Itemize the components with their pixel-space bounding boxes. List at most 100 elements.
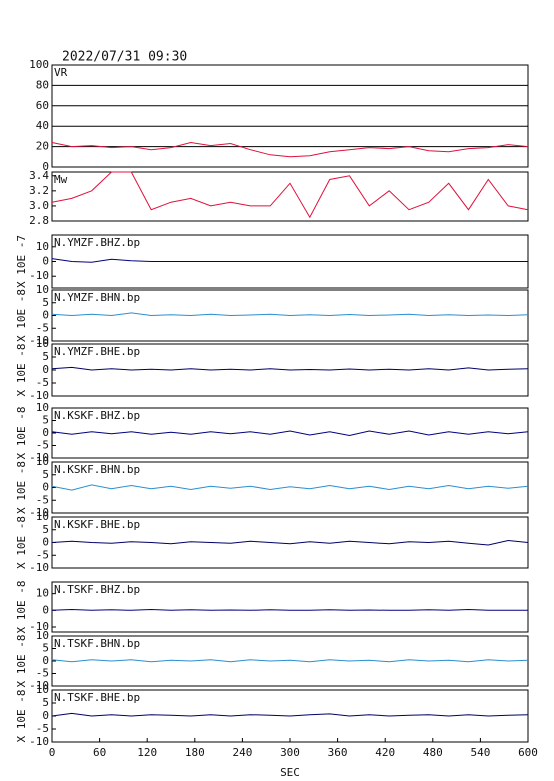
y-tick-label: 5: [42, 350, 49, 363]
y-tick-label: 3.2: [29, 184, 49, 197]
panel-label: Mw: [54, 173, 68, 186]
y-axis-label: X 10E -8: [15, 461, 28, 514]
y-tick-label: 10: [36, 455, 49, 468]
y-tick-label: 0: [42, 709, 49, 722]
y-tick-label: -5: [36, 321, 49, 334]
y-tick-label: -10: [29, 679, 49, 692]
y-tick-label: 10: [36, 283, 49, 296]
y-axis-label: X 10E -7: [15, 235, 28, 288]
y-tick-label: 0: [42, 255, 49, 268]
y-axis-label: X 10E -8: [15, 581, 28, 634]
x-tick-label: 420: [375, 746, 395, 759]
y-axis-label: X 10E -8: [15, 344, 28, 397]
y-tick-label: 5: [42, 414, 49, 427]
panel-label: N.YMZF.BHE.bp: [54, 345, 140, 358]
panel-label: VR: [54, 66, 68, 79]
data-line: [51, 712, 529, 717]
x-tick-label: 60: [93, 746, 106, 759]
x-tick-label: 480: [423, 746, 443, 759]
y-tick-label: 20: [36, 140, 49, 153]
panel-label: N.KSKF.BHZ.bp: [54, 409, 140, 422]
y-tick-label: -5: [36, 722, 49, 735]
panel-frame: [51, 461, 529, 514]
x-tick-label: 540: [470, 746, 490, 759]
panel-label: N.YMZF.BHZ.bp: [54, 236, 140, 249]
panel-frame: [51, 171, 529, 222]
data-line: [51, 608, 528, 611]
x-tick-label: 180: [185, 746, 205, 759]
y-tick-label: -5: [36, 667, 49, 680]
panel-label: N.TSKF.BHZ.bp: [54, 583, 140, 596]
data-line: [51, 366, 529, 371]
y-tick-label: 10: [36, 683, 49, 696]
data-line: [51, 539, 529, 546]
panel-label: N.KSKF.BHE.bp: [54, 518, 140, 531]
data-line: [51, 659, 529, 663]
panel-frame: [51, 64, 529, 168]
x-tick-label: 0: [49, 746, 56, 759]
y-tick-label: 0: [42, 654, 49, 667]
panel-frame: [51, 289, 529, 342]
y-tick-label: -10: [29, 451, 49, 464]
panel-frame: [51, 581, 529, 633]
y-tick-label: 3.4: [29, 169, 49, 182]
x-axis-label: SEC: [280, 766, 300, 779]
x-tick-label: 360: [328, 746, 348, 759]
y-tick-label: -5: [36, 376, 49, 389]
y-tick-label: 80: [36, 78, 49, 91]
y-tick-label: 0: [42, 536, 49, 549]
y-tick-label: 3.0: [29, 199, 49, 212]
y-tick-label: -10: [29, 506, 49, 519]
y-tick-label: 5: [42, 523, 49, 536]
chart-title: 2022/07/31 09:30: [62, 50, 187, 65]
y-axis-label: X 10E -8: [15, 289, 28, 342]
y-tick-label: 5: [42, 296, 49, 309]
y-tick-label: 10: [36, 587, 49, 600]
y-tick-label: 10: [36, 629, 49, 642]
y-tick-label: -10: [29, 735, 49, 748]
y-tick-label: -10: [29, 389, 49, 402]
data-line: [51, 258, 528, 263]
y-tick-label: -10: [29, 561, 49, 574]
data-line: [51, 312, 529, 317]
y-tick-label: 0: [42, 160, 49, 173]
x-tick-label: 600: [518, 746, 538, 759]
panel-frame: [51, 635, 529, 687]
y-tick-label: -10: [29, 334, 49, 347]
y-tick-label: 0: [42, 363, 49, 376]
y-tick-label: 40: [36, 119, 49, 132]
data-line: [51, 430, 529, 437]
y-tick-label: 5: [42, 696, 49, 709]
y-tick-label: 0: [42, 426, 49, 439]
y-tick-label: 100: [29, 58, 49, 71]
panel-label: N.KSKF.BHN.bp: [54, 463, 140, 476]
y-tick-label: 10: [36, 510, 49, 523]
y-tick-label: 0: [42, 603, 49, 616]
y-tick-label: 60: [36, 99, 49, 112]
y-axis-label: X 10E -8: [15, 690, 28, 743]
data-line: [51, 171, 529, 219]
x-tick-label: 120: [137, 746, 157, 759]
y-tick-label: 10: [36, 240, 49, 253]
y-axis-label: X 10E -8: [15, 516, 28, 569]
panel-label: N.YMZF.BHN.bp: [54, 291, 140, 304]
y-tick-label: -10: [29, 620, 49, 633]
y-tick-label: 10: [36, 337, 49, 350]
y-tick-label: 5: [42, 642, 49, 655]
y-tick-label: 5: [42, 468, 49, 481]
data-line: [51, 484, 529, 491]
y-tick-label: 2.8: [29, 214, 49, 227]
panel-frame: [51, 407, 529, 459]
panel-label: N.TSKF.BHE.bp: [54, 691, 140, 704]
x-tick-label: 240: [232, 746, 252, 759]
panel-frame: [51, 343, 529, 397]
y-axis-label: X 10E -8: [15, 407, 28, 460]
y-tick-label: -10: [29, 269, 49, 282]
y-tick-label: 0: [42, 309, 49, 322]
y-tick-label: -5: [36, 493, 49, 506]
y-tick-label: 0: [42, 481, 49, 494]
x-tick-label: 300: [280, 746, 300, 759]
data-line: [51, 141, 529, 158]
y-tick-label: 10: [36, 401, 49, 414]
